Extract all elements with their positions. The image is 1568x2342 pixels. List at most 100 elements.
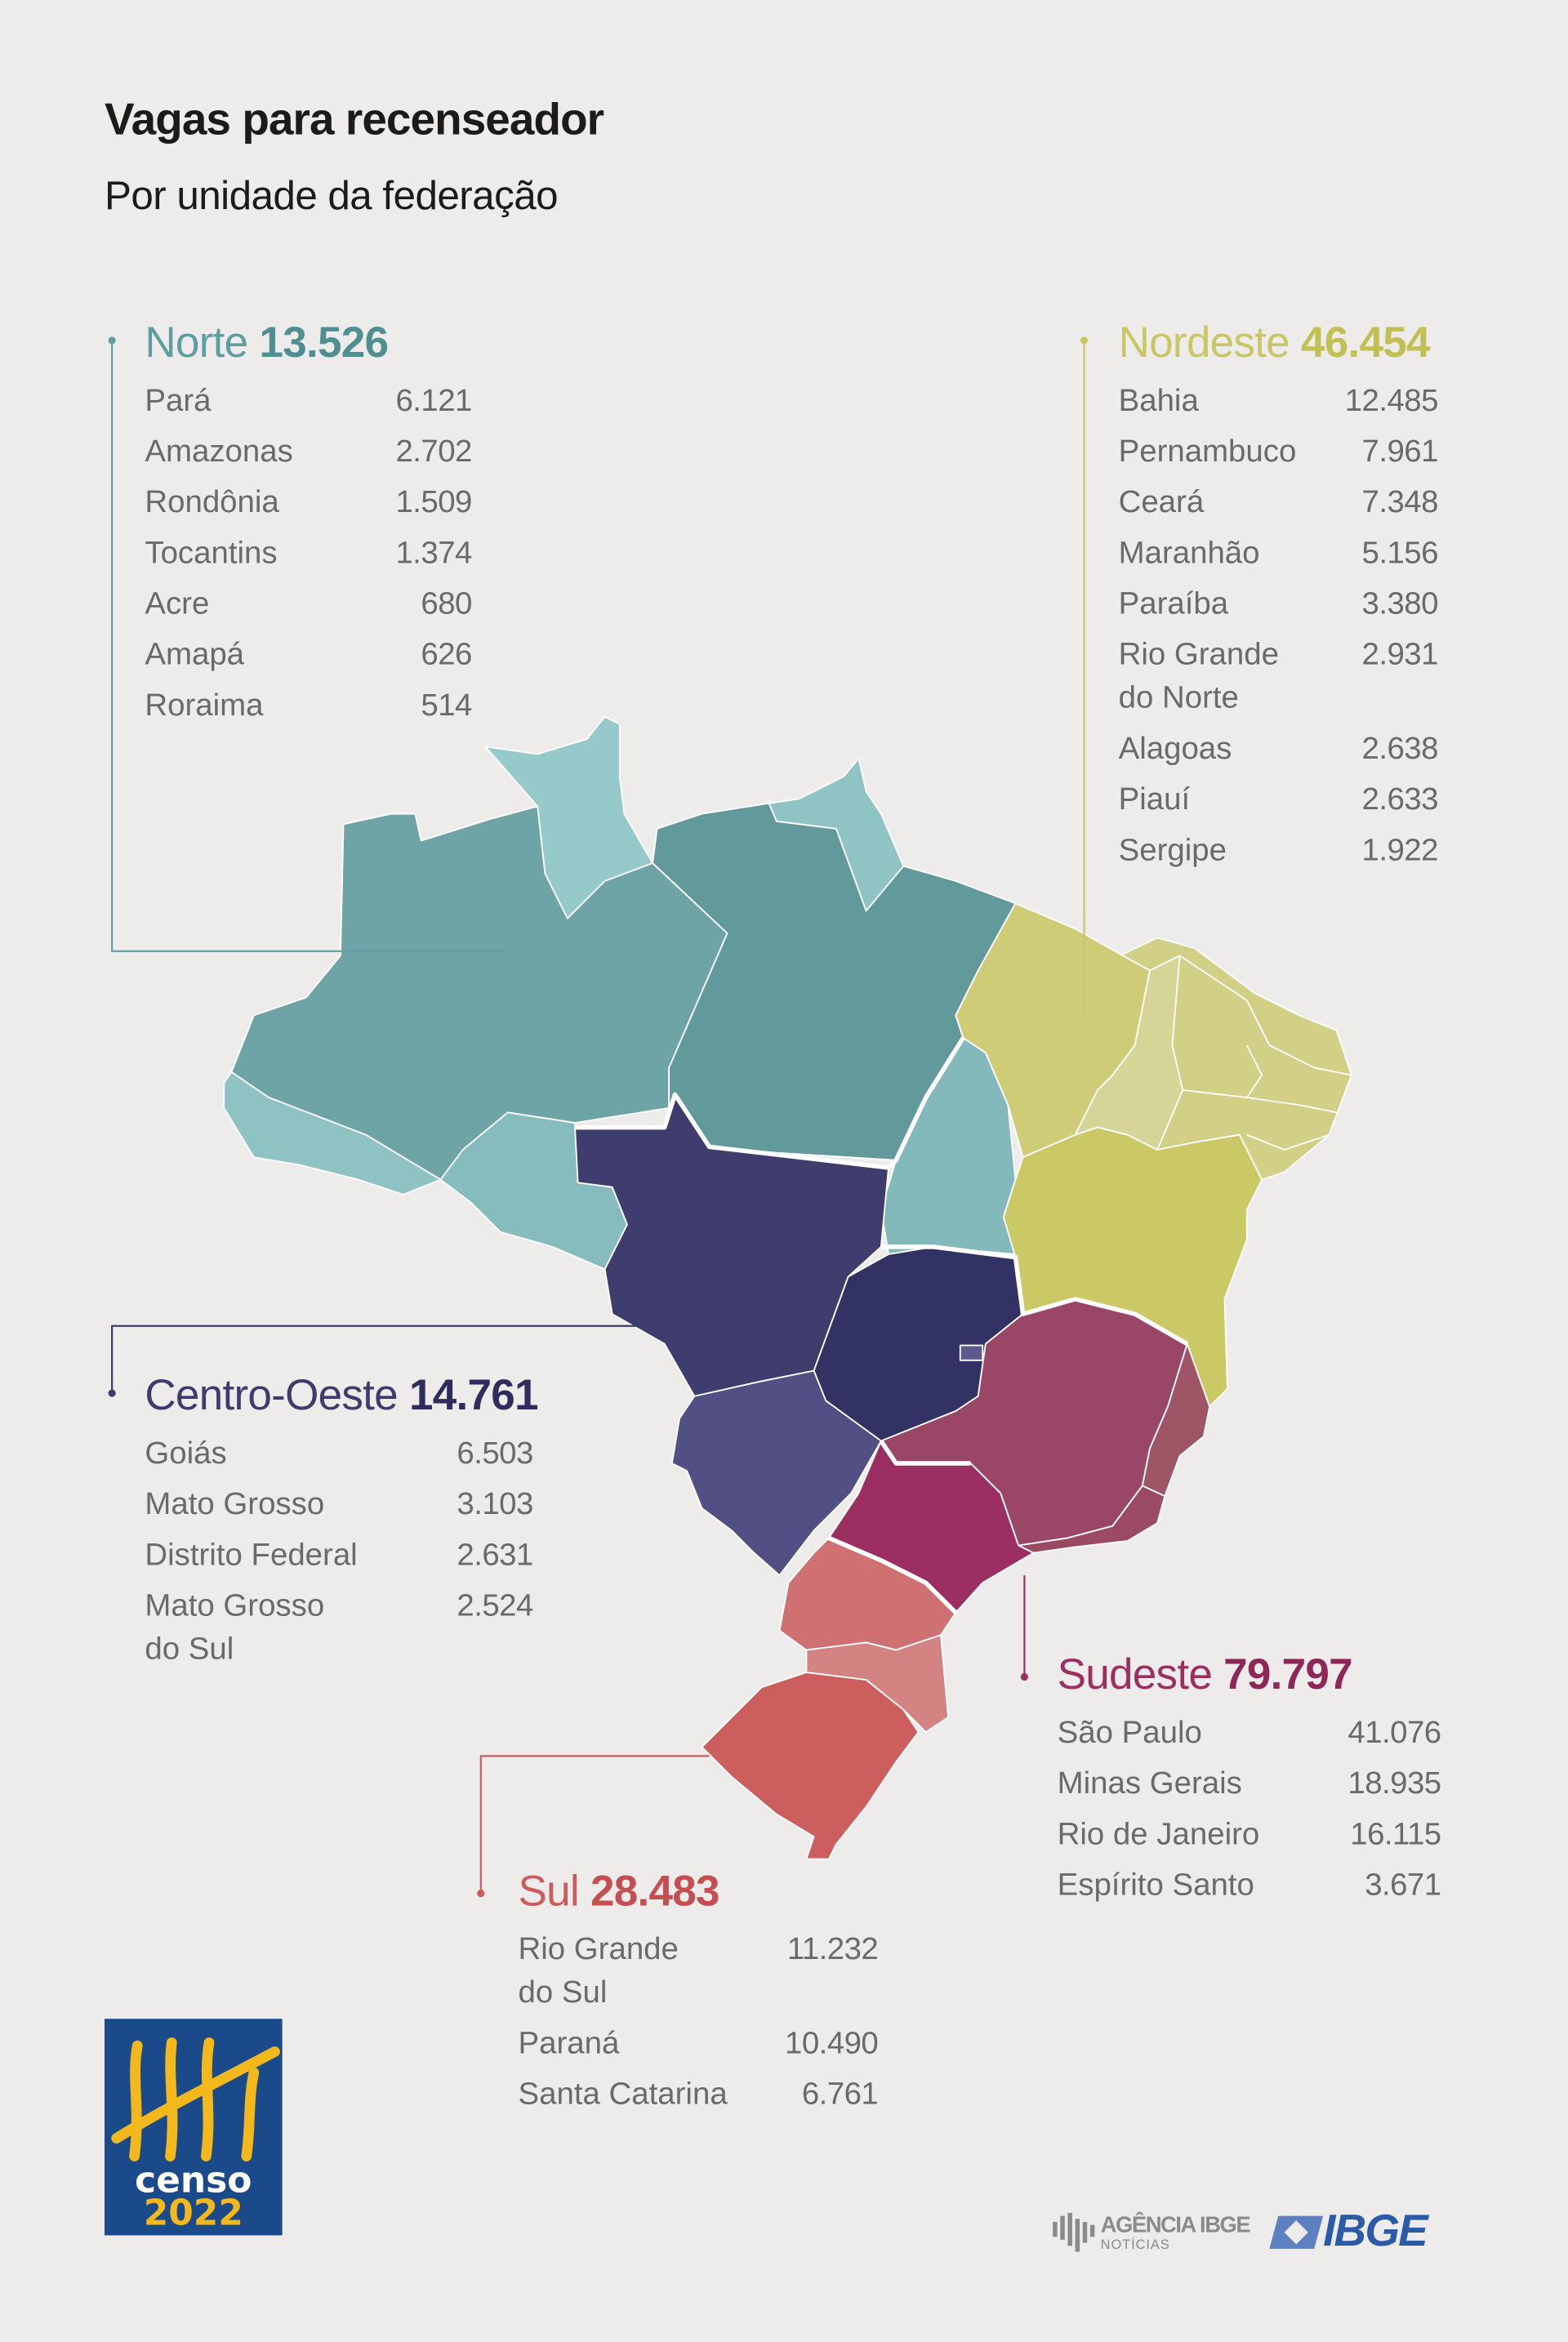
region-total: 13.526 — [259, 319, 389, 367]
leader-lines — [111, 340, 1085, 1894]
region-borders — [574, 1036, 1189, 1614]
state-value: 514 — [421, 688, 472, 723]
state-name: Alagoas — [1118, 731, 1232, 766]
leader-line-sul — [479, 1755, 710, 1894]
region-name: Centro-Oeste — [145, 1372, 398, 1420]
state-acre — [223, 1071, 442, 1195]
state-name: Sergipe — [1118, 832, 1227, 867]
state-value: 2.638 — [1361, 731, 1439, 766]
state-value: 680 — [421, 586, 472, 621]
region-name: Sul — [518, 1868, 580, 1917]
state-value: 1.922 — [1361, 832, 1439, 867]
state-row: Paraná 10.490 — [519, 2017, 879, 2068]
state-value: 16.115 — [1350, 1816, 1441, 1851]
state-value: 18.935 — [1348, 1765, 1441, 1801]
state-mato-grosso-do-sul — [670, 1369, 882, 1577]
state-value: 6.761 — [801, 2076, 879, 2111]
state-row: Tocantins 1.374 — [145, 527, 472, 577]
state-value: 2.702 — [395, 434, 472, 469]
state-rio-de-janeiro — [1018, 1485, 1166, 1554]
state-row: São Paulo 41.076 — [1058, 1707, 1441, 1757]
state-distrito-federal — [959, 1344, 984, 1361]
state-name: Acre — [145, 586, 210, 621]
state-row: Santa Catarina 6.761 — [519, 2068, 879, 2119]
state-name: Roraima — [145, 688, 264, 723]
state-row: Rondônia 1.509 — [145, 476, 472, 527]
state-name: Goiás — [145, 1436, 227, 1471]
state-value: 2.633 — [1361, 781, 1439, 817]
state-name: Ceará — [1118, 484, 1205, 519]
state-row: Rio de Janeiro 16.115 — [1058, 1808, 1441, 1859]
region-name: Nordeste — [1118, 319, 1290, 367]
page-title: Vagas para recenseador — [104, 96, 604, 145]
state-name: Piauí — [1118, 781, 1191, 817]
region-heading: Norte 13.526 — [145, 318, 471, 368]
state-rio-grande-do-sul — [701, 1672, 920, 1860]
state-row: Rio Grande do Norte 2.931 — [1119, 629, 1439, 723]
state-row: Mato Grosso 3.103 — [145, 1478, 533, 1529]
region-heading: Sul 28.483 — [519, 1867, 879, 1917]
state-value: 3.671 — [1365, 1867, 1441, 1902]
state-name: Paraná — [518, 2025, 620, 2060]
state-roraima — [484, 715, 653, 919]
state-name: Mato Grosso — [145, 1486, 325, 1521]
state-row: Espírito Santo 3.671 — [1058, 1859, 1441, 1910]
region-sudeste: Sudeste 79.797 São Paulo 41.076 Minas Gerai… — [1058, 1650, 1441, 1910]
region-centro-oeste: Centro-Oeste 14.761 Goiás 6.503 Mato Grosso… — [145, 1371, 538, 1674]
state-value: 7.961 — [1361, 434, 1439, 469]
state-row: Sergipe 1.922 — [1118, 824, 1439, 875]
state-row: Bahia 12.485 — [1118, 375, 1439, 425]
state-value: 1.374 — [395, 535, 472, 570]
state-name: Bahia — [1118, 383, 1199, 418]
page-subtitle: Por unidade da federação — [104, 173, 559, 218]
state-row: Mato Grosso do Sul 2.524 — [145, 1580, 533, 1674]
region-total: 28.483 — [590, 1868, 720, 1917]
nordeste-state-borders-4 — [1246, 1133, 1330, 1151]
region-total: 79.797 — [1223, 1651, 1353, 1699]
state-row: Maranhão 5.156 — [1119, 527, 1439, 577]
state-name: Pará — [145, 383, 212, 418]
state-row: Distrito Federal 2.631 — [145, 1529, 533, 1579]
region-name: Sudeste — [1057, 1651, 1213, 1699]
nordeste-state-borders-2 — [1183, 1089, 1337, 1114]
state-name: Paraíba — [1118, 586, 1229, 621]
censo-word: censo — [135, 2159, 252, 2202]
state-name: Espírito Santo — [1057, 1867, 1254, 1902]
nordeste-state-borders — [1179, 955, 1352, 1076]
state-value: 10.490 — [785, 2025, 879, 2060]
state-row: Amazonas 2.702 — [145, 425, 472, 476]
state-value: 2.524 — [457, 1587, 533, 1623]
leader-line-centro-oeste — [111, 1325, 769, 1394]
state-row: Piauí 2.633 — [1118, 773, 1439, 824]
state-value: 2.931 — [1361, 636, 1439, 671]
ibge-emblem-icon — [1269, 2215, 1324, 2249]
state-name: São Paulo — [1057, 1715, 1202, 1750]
state-row: Paraíba 3.380 — [1118, 578, 1439, 629]
state-row: Alagoas 2.638 — [1118, 723, 1439, 773]
state-row: Acre 680 — [145, 578, 472, 629]
state-row: Rio Grande do Sul 11.232 — [519, 1923, 879, 2017]
state-name: Mato Grosso do Sul — [145, 1587, 325, 1666]
state-value: 11.232 — [786, 1931, 879, 1966]
region-nordeste: Nordeste 46.454 Bahia 12.485 Pernambuco 7.96… — [1118, 318, 1439, 875]
leader-line-norte — [111, 340, 506, 952]
state-amapa — [768, 757, 905, 912]
region-name: Norte — [145, 319, 248, 367]
state-value: 5.156 — [1361, 535, 1439, 570]
state-name: Tocantins — [145, 535, 278, 570]
state-row: Pernambuco 7.961 — [1118, 425, 1439, 476]
state-value: 3.103 — [457, 1486, 533, 1521]
state-name: Rio de Janeiro — [1057, 1816, 1260, 1851]
ibge-logo: IBGE — [1269, 2207, 1428, 2258]
censo-2022-logo: censo 2022 — [104, 2019, 283, 2236]
state-value: 2.631 — [457, 1537, 533, 1572]
region-total: 14.761 — [408, 1372, 539, 1420]
state-name: Minas Gerais — [1057, 1765, 1242, 1801]
state-name: Pernambuco — [1118, 434, 1297, 469]
agencia-line2: NOTÍCIAS — [1100, 2236, 1170, 2251]
state-row: Minas Gerais 18.935 — [1058, 1757, 1441, 1808]
state-value: 6.503 — [457, 1436, 533, 1471]
leader-dots — [108, 336, 1089, 1898]
